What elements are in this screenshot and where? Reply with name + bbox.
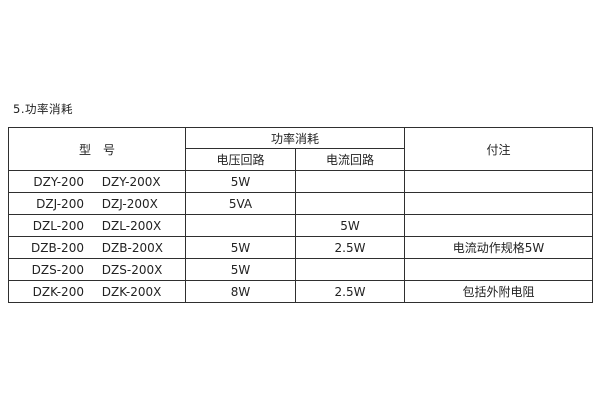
voltage-circuit-cell: 5W: [185, 236, 296, 259]
notes-cell: [404, 192, 594, 215]
model-name-base: DZL-200: [32, 218, 84, 233]
model-cell: DZY-200 DZY-200X: [8, 170, 186, 193]
power-consumption-table: 型 号 功率消耗 付注 电压回路 电流回路 DZY-200 DZY-200X 5…: [8, 127, 594, 303]
notes-cell: 电流动作规格5W: [404, 236, 594, 259]
col-header-model: 型 号: [8, 127, 186, 171]
model-cell: DZL-200 DZL-200X: [8, 214, 186, 237]
table-row: DZY-200 DZY-200X 5W: [8, 170, 594, 193]
current-circuit-cell: [294, 258, 406, 281]
notes-cell: 包括外附电阻: [404, 280, 594, 303]
current-circuit-cell: 5W: [294, 214, 406, 237]
col-header-notes: 付注: [404, 127, 594, 171]
table-row: DZK-200 DZK-200X 8W 2.5W 包括外附电阻: [8, 280, 594, 303]
model-name-base: DZJ-200: [36, 196, 84, 211]
model-cell: DZB-200 DZB-200X: [8, 236, 186, 259]
col-header-power-group: 功率消耗: [184, 127, 406, 149]
section-title: 5.功率消耗: [13, 102, 73, 116]
model-name-x-variant: DZK-200X: [101, 284, 162, 299]
model-name-base: DZY-200: [33, 174, 84, 189]
table-body: DZY-200 DZY-200X 5W DZJ-200 DZJ-200X 5VA…: [8, 170, 594, 303]
notes-cell: [404, 258, 594, 281]
voltage-circuit-cell: 8W: [185, 280, 296, 303]
table-header: 型 号 功率消耗 付注 电压回路 电流回路: [8, 127, 594, 171]
model-name-base: DZS-200: [31, 262, 84, 277]
col-header-current-circuit: 电流回路: [294, 148, 406, 171]
model-cell: DZK-200 DZK-200X: [8, 280, 186, 303]
header-row-1: 型 号 功率消耗 付注: [8, 127, 594, 171]
current-circuit-cell: 2.5W: [294, 280, 406, 303]
current-circuit-cell: 2.5W: [294, 236, 406, 259]
table-row: DZJ-200 DZJ-200X 5VA: [8, 192, 594, 215]
model-name-x-variant: DZJ-200X: [101, 196, 158, 211]
col-header-voltage-circuit: 电压回路: [185, 148, 296, 171]
model-name-x-variant: DZS-200X: [101, 262, 163, 277]
voltage-circuit-cell: [185, 214, 296, 237]
model-name-x-variant: DZY-200X: [101, 174, 161, 189]
header-row-2: 电压回路 电流回路: [9, 148, 593, 171]
table-row: DZL-200 DZL-200X 5W: [8, 214, 594, 237]
model-cell: DZS-200 DZS-200X: [8, 258, 186, 281]
current-circuit-cell: [294, 192, 406, 215]
model-name-x-variant: DZB-200X: [101, 240, 163, 255]
model-name-base: DZB-200: [31, 240, 84, 255]
voltage-circuit-cell: 5VA: [185, 192, 296, 215]
model-name-base: DZK-200: [32, 284, 84, 299]
voltage-circuit-cell: 5W: [185, 170, 296, 193]
model-name-x-variant: DZL-200X: [101, 218, 162, 233]
current-circuit-cell: [294, 170, 406, 193]
model-cell: DZJ-200 DZJ-200X: [8, 192, 186, 215]
table-row: DZB-200 DZB-200X 5W 2.5W 电流动作规格5W: [8, 236, 594, 259]
notes-cell: [404, 170, 594, 193]
table-row: DZS-200 DZS-200X 5W: [8, 258, 594, 281]
voltage-circuit-cell: 5W: [185, 258, 296, 281]
notes-cell: [404, 214, 594, 237]
